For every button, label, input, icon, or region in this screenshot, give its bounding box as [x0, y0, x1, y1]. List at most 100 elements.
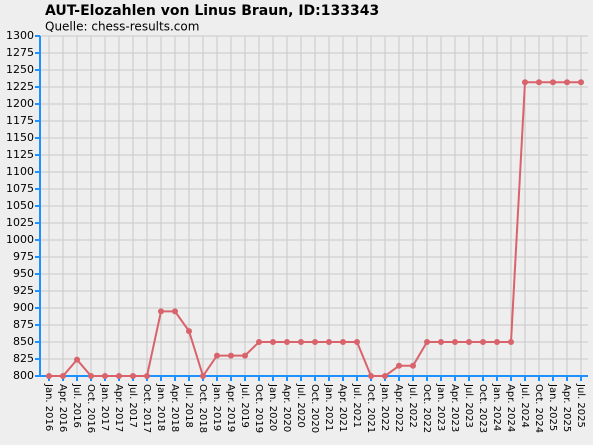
point — [144, 373, 150, 379]
point — [60, 373, 66, 379]
x-tick-label: Oct. 2018 — [197, 384, 208, 433]
x-tick-label: Jul. 2025 — [575, 383, 586, 428]
x-tick-label: Jan. 2019 — [211, 383, 222, 431]
y-tick-label: 1025 — [6, 216, 34, 229]
y-tick-label: 1175 — [6, 114, 34, 127]
point — [410, 362, 416, 369]
x-tick-label: Apr. 2025 — [561, 384, 572, 432]
y-tick-label: 1000 — [6, 233, 34, 246]
x-tick-label: Oct. 2023 — [477, 384, 488, 433]
x-tick-label: Apr. 2019 — [225, 384, 236, 432]
point — [46, 373, 52, 379]
point — [354, 339, 360, 345]
x-tick-label: Jan. 2021 — [323, 383, 334, 431]
x-tick-label: Apr. 2023 — [449, 384, 460, 432]
point — [550, 79, 556, 86]
x-tick-label: Apr. 2022 — [393, 384, 404, 432]
x-tick-label: Jan. 2024 — [491, 383, 502, 431]
point — [312, 339, 318, 345]
point — [424, 339, 430, 345]
y-tick-label: 800 — [13, 369, 34, 382]
point — [158, 308, 164, 315]
x-tick-label: Apr. 2016 — [57, 384, 68, 432]
point — [214, 352, 220, 359]
point — [256, 339, 262, 345]
x-tick-label: Jul. 2021 — [351, 383, 362, 428]
point — [536, 79, 542, 86]
x-tick-label: Jul. 2023 — [463, 383, 474, 428]
x-tick-label: Oct. 2020 — [309, 384, 320, 433]
x-tick-label: Jul. 2016 — [71, 383, 82, 428]
x-tick-label: Jan. 2023 — [435, 383, 446, 431]
y-tick-label: 825 — [13, 352, 34, 365]
point — [298, 339, 304, 345]
x-tick-label: Jan. 2016 — [43, 383, 54, 431]
point — [326, 339, 332, 345]
point — [200, 373, 206, 379]
y-tick-label: 1225 — [6, 80, 34, 93]
y-tick-label: 1250 — [6, 63, 34, 76]
y-tick-label: 1050 — [6, 199, 34, 212]
x-tick-label: Apr. 2020 — [281, 384, 292, 432]
x-tick-label: Jan. 2025 — [547, 383, 558, 431]
y-tick-label: 850 — [13, 335, 34, 348]
x-tick-label: Apr. 2024 — [505, 384, 516, 432]
x-tick-label: Jul. 2020 — [295, 383, 306, 428]
x-tick-label: Jul. 2024 — [519, 383, 530, 428]
y-tick-label: 950 — [13, 267, 34, 280]
point — [578, 79, 584, 86]
point — [466, 339, 472, 345]
point — [186, 328, 192, 335]
point — [270, 339, 276, 345]
point — [494, 339, 500, 345]
x-tick-label: Apr. 2017 — [113, 384, 124, 432]
point — [88, 373, 94, 379]
x-tick-label: Oct. 2016 — [85, 384, 96, 433]
x-tick-label: Oct. 2017 — [141, 384, 152, 433]
chart-subtitle: Quelle: chess-results.com — [45, 20, 199, 34]
x-tick-label: Jan. 2018 — [155, 383, 166, 431]
point — [382, 373, 388, 379]
x-tick-label: Jul. 2022 — [407, 383, 418, 428]
point — [340, 339, 346, 345]
x-tick-label: Oct. 2021 — [365, 384, 376, 433]
x-tick-label: Jul. 2017 — [127, 383, 138, 428]
point — [102, 373, 108, 379]
x-tick-label: Jul. 2019 — [239, 383, 250, 428]
y-tick-label: 1100 — [6, 165, 34, 178]
point — [438, 339, 444, 345]
x-tick-label: Jan. 2020 — [267, 383, 278, 431]
point — [284, 339, 290, 345]
y-tick-label: 900 — [13, 301, 34, 314]
y-tick-label: 1150 — [6, 131, 34, 144]
x-tick-label: Oct. 2024 — [533, 384, 544, 433]
point — [172, 308, 178, 315]
y-tick-label: 1075 — [6, 182, 34, 195]
x-tick-label: Oct. 2019 — [253, 384, 264, 433]
point — [74, 356, 80, 363]
y-tick-label: 975 — [13, 250, 34, 263]
point — [522, 79, 528, 86]
y-tick-label: 1125 — [6, 148, 34, 161]
point — [396, 362, 402, 369]
x-tick-label: Apr. 2018 — [169, 384, 180, 432]
x-tick-label: Jan. 2022 — [379, 383, 390, 431]
point — [130, 373, 136, 379]
y-tick-label: 1300 — [6, 29, 34, 42]
x-tick-label: Oct. 2022 — [421, 384, 432, 433]
point — [368, 373, 374, 379]
point — [480, 339, 486, 345]
point — [228, 352, 234, 359]
chart-title: AUT-Elozahlen von Linus Braun, ID:133343 — [45, 3, 379, 19]
y-tick-label: 875 — [13, 318, 34, 331]
point — [242, 352, 248, 359]
x-tick-label: Jul. 2018 — [183, 383, 194, 428]
y-tick-label: 1200 — [6, 97, 34, 110]
x-tick-label: Apr. 2021 — [337, 384, 348, 432]
point — [564, 79, 570, 86]
point — [116, 373, 122, 379]
point — [508, 339, 514, 345]
point — [452, 339, 458, 345]
y-tick-label: 925 — [13, 284, 34, 297]
